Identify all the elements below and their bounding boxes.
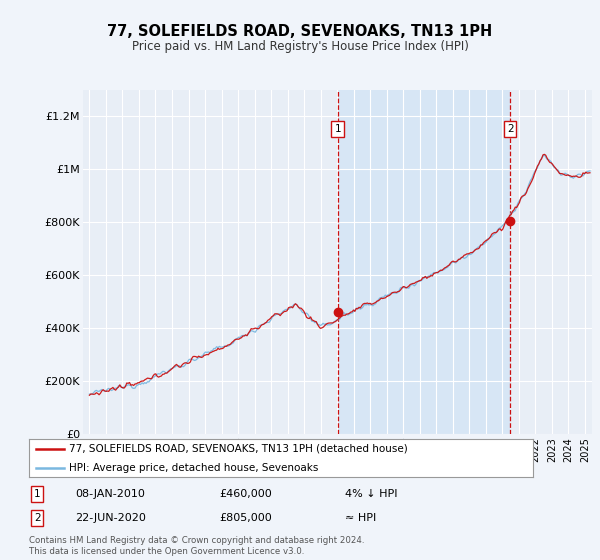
Text: Price paid vs. HM Land Registry's House Price Index (HPI): Price paid vs. HM Land Registry's House … (131, 40, 469, 53)
Text: £460,000: £460,000 (219, 489, 272, 499)
Text: 08-JAN-2010: 08-JAN-2010 (75, 489, 145, 499)
Text: £805,000: £805,000 (219, 513, 272, 523)
Text: 1: 1 (334, 124, 341, 134)
Text: 22-JUN-2020: 22-JUN-2020 (75, 513, 146, 523)
Text: 77, SOLEFIELDS ROAD, SEVENOAKS, TN13 1PH (detached house): 77, SOLEFIELDS ROAD, SEVENOAKS, TN13 1PH… (69, 444, 408, 454)
Text: HPI: Average price, detached house, Sevenoaks: HPI: Average price, detached house, Seve… (69, 463, 319, 473)
Text: ≈ HPI: ≈ HPI (345, 513, 376, 523)
Text: 4% ↓ HPI: 4% ↓ HPI (345, 489, 398, 499)
Bar (338, 90, 510, 434)
Text: 2: 2 (34, 513, 41, 523)
Text: 77, SOLEFIELDS ROAD, SEVENOAKS, TN13 1PH: 77, SOLEFIELDS ROAD, SEVENOAKS, TN13 1PH (107, 24, 493, 39)
Text: 2: 2 (507, 124, 514, 134)
Text: 1: 1 (34, 489, 41, 499)
Text: Contains HM Land Registry data © Crown copyright and database right 2024.
This d: Contains HM Land Registry data © Crown c… (29, 536, 364, 556)
